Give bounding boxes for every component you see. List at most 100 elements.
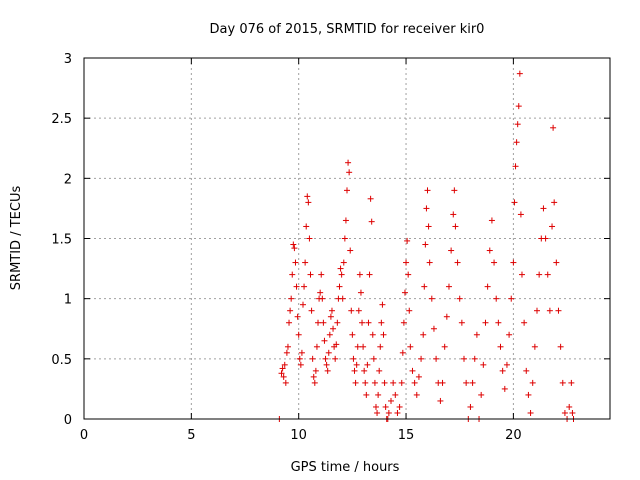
data-point bbox=[390, 379, 397, 386]
data-point bbox=[295, 331, 302, 338]
data-point bbox=[553, 259, 560, 266]
data-point bbox=[559, 379, 566, 386]
data-point bbox=[469, 379, 476, 386]
data-point bbox=[399, 349, 406, 356]
data-point bbox=[380, 331, 387, 338]
data-point bbox=[347, 247, 354, 254]
data-point bbox=[443, 313, 450, 320]
data-point bbox=[473, 331, 480, 338]
data-point bbox=[525, 391, 532, 398]
data-point bbox=[569, 409, 576, 416]
x-tick-label: 15 bbox=[398, 428, 415, 443]
y-tick-label: 2.5 bbox=[51, 112, 72, 127]
data-point bbox=[289, 271, 296, 278]
data-point bbox=[437, 397, 444, 404]
data-point bbox=[309, 355, 316, 362]
data-point bbox=[557, 343, 564, 350]
data-point bbox=[345, 159, 352, 166]
data-point bbox=[486, 247, 493, 254]
data-point bbox=[454, 259, 461, 266]
data-point bbox=[354, 343, 361, 350]
data-point bbox=[371, 379, 378, 386]
data-point bbox=[382, 403, 389, 410]
data-point bbox=[281, 361, 288, 368]
data-point bbox=[551, 199, 558, 206]
data-point bbox=[513, 139, 520, 146]
data-point bbox=[501, 385, 508, 392]
data-point bbox=[404, 237, 411, 244]
data-point bbox=[439, 379, 446, 386]
data-point bbox=[357, 289, 364, 296]
data-point bbox=[527, 409, 534, 416]
data-point bbox=[536, 271, 543, 278]
data-point bbox=[405, 271, 412, 278]
data-point bbox=[355, 307, 362, 314]
data-point bbox=[286, 319, 293, 326]
data-point bbox=[290, 241, 297, 248]
data-point bbox=[544, 271, 551, 278]
data-point bbox=[467, 403, 474, 410]
data-point bbox=[374, 409, 381, 416]
data-point bbox=[451, 187, 458, 194]
y-tick-label: 1 bbox=[64, 293, 72, 308]
data-point bbox=[369, 331, 376, 338]
x-tick-label: 10 bbox=[290, 428, 307, 443]
data-point bbox=[413, 391, 420, 398]
data-point bbox=[493, 295, 500, 302]
data-point bbox=[506, 331, 513, 338]
data-point bbox=[346, 169, 353, 176]
data-point bbox=[421, 283, 428, 290]
data-point bbox=[441, 343, 448, 350]
data-point bbox=[375, 391, 382, 398]
data-point bbox=[403, 259, 410, 266]
data-point bbox=[342, 217, 349, 224]
data-point bbox=[353, 361, 360, 368]
data-point bbox=[450, 211, 457, 218]
data-point bbox=[471, 355, 478, 362]
data-point bbox=[291, 245, 298, 252]
data-point bbox=[330, 325, 337, 332]
data-point bbox=[338, 271, 345, 278]
data-point bbox=[365, 319, 372, 326]
data-point bbox=[511, 199, 518, 206]
data-point bbox=[367, 195, 374, 202]
data-point bbox=[517, 211, 524, 218]
data-point bbox=[327, 313, 334, 320]
data-point bbox=[495, 319, 502, 326]
data-point bbox=[307, 271, 314, 278]
data-point bbox=[359, 319, 366, 326]
data-point bbox=[318, 271, 325, 278]
data-point bbox=[516, 70, 523, 77]
data-point bbox=[418, 355, 425, 362]
data-point bbox=[546, 307, 553, 314]
data-point bbox=[512, 163, 519, 170]
data-point bbox=[351, 367, 358, 374]
data-point bbox=[352, 379, 359, 386]
data-point bbox=[304, 193, 311, 200]
data-points bbox=[276, 70, 577, 422]
data-point bbox=[428, 295, 435, 302]
data-point bbox=[292, 259, 299, 266]
x-axis-label: GPS time / hours bbox=[291, 460, 400, 475]
data-point bbox=[368, 218, 375, 225]
data-point bbox=[401, 289, 408, 296]
data-point bbox=[566, 403, 573, 410]
data-point bbox=[361, 367, 368, 374]
data-point bbox=[324, 367, 331, 374]
data-point bbox=[370, 355, 377, 362]
data-point bbox=[366, 271, 373, 278]
data-point bbox=[320, 319, 327, 326]
data-point bbox=[514, 121, 521, 128]
data-point bbox=[424, 187, 431, 194]
data-point bbox=[445, 283, 452, 290]
x-tick-label: 5 bbox=[187, 428, 195, 443]
data-point bbox=[303, 223, 310, 230]
data-point bbox=[315, 319, 322, 326]
data-point bbox=[540, 205, 547, 212]
x-tick-label: 20 bbox=[505, 428, 522, 443]
data-point bbox=[296, 355, 303, 362]
data-point bbox=[523, 367, 530, 374]
data-point bbox=[394, 409, 401, 416]
data-point bbox=[311, 379, 318, 386]
